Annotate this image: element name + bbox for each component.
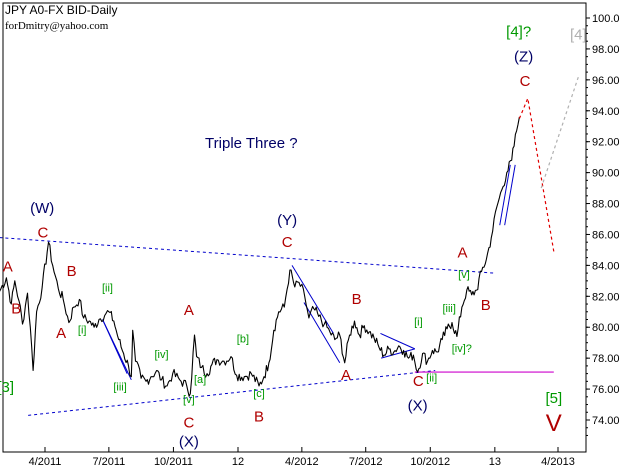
y-tick-label: 78.00 [592, 353, 620, 365]
y-tick-label: 80.00 [592, 322, 620, 334]
x-tick-label: 7/2012 [349, 456, 383, 467]
wave-label: (X) [179, 433, 199, 450]
wave-label: B [67, 263, 77, 280]
x-tick-label: 13 [489, 456, 501, 467]
wave-label: [a] [194, 374, 206, 386]
wave-label: B [254, 409, 264, 426]
y-tick-label: 90.00 [592, 168, 620, 180]
wave-label: B [481, 297, 491, 314]
y-tick-label: 92.00 [592, 137, 620, 149]
wave-label: [5] [545, 390, 562, 407]
wave-label: [i] [78, 324, 87, 336]
wave-label: [v] [458, 269, 470, 281]
wave-label: (X) [408, 398, 428, 415]
y-tick-label: 84.00 [592, 260, 620, 272]
wave-label: [b] [237, 334, 249, 346]
wave-label: B [11, 300, 21, 317]
wave-label: [3] [0, 379, 14, 396]
wave-label: A [184, 302, 194, 319]
wave-label: Triple Three ? [205, 135, 298, 152]
wave-label: C [520, 73, 531, 90]
wave-label: A [3, 259, 13, 276]
y-tick-label: 96.00 [592, 75, 620, 87]
x-tick-label: 4/2011 [29, 456, 62, 467]
trendline [380, 332, 416, 350]
wave-label: C [413, 373, 424, 390]
trendline [0, 237, 495, 274]
wave-label: C [183, 415, 194, 432]
trendline [303, 302, 341, 364]
wave-label: [c] [253, 388, 265, 400]
wave-label: [i] [414, 317, 423, 329]
wave-label: C [282, 234, 293, 251]
projection-line [518, 96, 555, 252]
wave-label: [4]? [506, 24, 531, 41]
trendline [499, 164, 511, 226]
wave-label: A [341, 367, 351, 384]
x-tick-label: 4/2012 [285, 456, 319, 467]
wave-label: [iv] [154, 349, 168, 361]
y-tick-label: 100.0 [592, 13, 620, 25]
trendline [102, 319, 132, 381]
x-tick-label: 4/2013 [541, 456, 575, 467]
wave-label: C [37, 225, 48, 242]
wave-label: [ii] [426, 372, 437, 384]
author-credit: forDmitry@yahoo.com [5, 20, 109, 32]
plot-frame [2, 2, 587, 453]
wave-label: A [458, 245, 468, 262]
y-tick-label: 94.00 [592, 106, 620, 118]
projection-line [540, 76, 579, 189]
wave-label: V [546, 410, 562, 437]
x-tick-label: 10/2012 [410, 456, 450, 467]
wave-label: [iii] [442, 303, 455, 315]
wave-label: [iii] [113, 382, 126, 394]
wave-label: [ii] [102, 283, 113, 295]
y-tick-label: 88.00 [592, 199, 620, 211]
x-tick-label: 12 [232, 456, 244, 467]
y-tick-label: 86.00 [592, 229, 620, 241]
wave-label: (Y) [277, 212, 297, 229]
wave-label: [iv]? [452, 343, 472, 355]
y-tick-label: 98.00 [592, 44, 620, 56]
wave-label: B [352, 291, 362, 308]
trendline [381, 348, 415, 359]
y-tick-label: 74.00 [592, 415, 620, 427]
chart-title: JPY A0-FX BID-Daily [5, 3, 118, 17]
price-line [0, 116, 520, 397]
wave-label: (Z) [514, 48, 533, 65]
x-tick-label: 7/2011 [92, 456, 125, 467]
wave-label: [v] [183, 394, 195, 406]
y-tick-label: 76.00 [592, 384, 620, 396]
trendline [291, 265, 334, 334]
wave-label: A [56, 325, 66, 342]
wave-label: [4] [570, 27, 587, 44]
wave-label: (W) [30, 200, 54, 217]
x-tick-label: 10/2011 [154, 456, 193, 467]
y-tick-label: 82.00 [592, 291, 620, 303]
trendline [28, 370, 436, 416]
trendline [504, 164, 516, 226]
